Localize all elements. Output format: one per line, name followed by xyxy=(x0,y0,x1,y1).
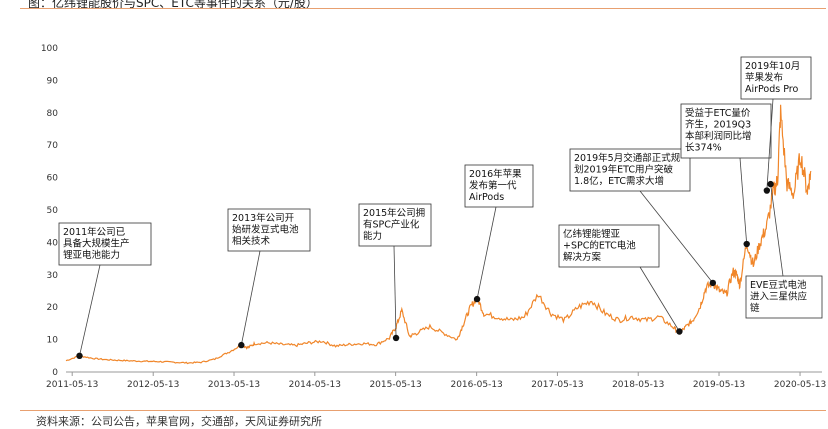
callout-text-line: 2015年公司拥 xyxy=(363,207,425,219)
y-tick-label: 70 xyxy=(47,141,59,151)
callout-box xyxy=(745,275,823,319)
series-layer xyxy=(65,104,812,365)
axis-layer: 0 10 20 30 40 50 60 70 80 90 100 2011-05-13 2012-05-… xyxy=(41,44,826,390)
bottom-rule xyxy=(20,410,826,411)
x-tick-label: 2012-05-13 xyxy=(127,380,179,390)
callout-box xyxy=(740,56,812,100)
callout-text-line: 进入三星供应 xyxy=(750,291,808,303)
y-tick-label: 60 xyxy=(47,174,59,184)
top-rule xyxy=(20,8,826,9)
callout-leader-line xyxy=(639,190,714,284)
callout-box xyxy=(680,103,772,159)
callout-text-line: +SPC的ETC电池 xyxy=(563,240,636,252)
callout-box xyxy=(358,203,432,247)
stock-price-chart: 0 10 20 30 40 50 60 70 80 90 100 2011-05-13 2012-05-… xyxy=(41,44,826,390)
callout-text-line: 2016年苹果 xyxy=(469,168,522,180)
callout-marker xyxy=(743,240,750,248)
callout-text-line: 2019年10月 xyxy=(745,60,800,72)
y-tick-label: 80 xyxy=(47,109,59,119)
y-tick-label: 10 xyxy=(47,336,59,346)
y-tick-label: 50 xyxy=(47,206,59,216)
callout-text-line: 能力 xyxy=(363,230,382,242)
callout-text-line: AirPods xyxy=(469,192,504,203)
callout-text-line: 受益于ETC量价 xyxy=(685,107,751,119)
callout-text-line: 长374% xyxy=(685,142,722,154)
callout-box xyxy=(558,224,660,268)
callout-marker xyxy=(709,279,717,287)
y-tick-label: 20 xyxy=(47,303,59,313)
callout-leader-line xyxy=(766,98,774,191)
callout-box xyxy=(569,148,691,192)
callout-marker xyxy=(473,295,481,303)
callout-marker xyxy=(767,180,774,188)
callout-leader-line xyxy=(476,206,497,300)
callout-text-line: 2013年公司开 xyxy=(232,212,295,224)
callout-leader-line xyxy=(393,245,397,338)
callout-text-line: AirPods Pro xyxy=(745,84,799,95)
callout-text-line: 有SPC产业化 xyxy=(363,219,420,231)
callout-leader-line xyxy=(240,250,261,346)
series-line xyxy=(65,104,812,365)
x-tick-label: 2015-05-13 xyxy=(369,380,421,390)
callout-text-line: 2019年5月交通部正式规 xyxy=(574,152,681,164)
x-tick-label: 2018-05-13 xyxy=(612,380,664,390)
callout-leader-line xyxy=(739,157,748,245)
callout-marker xyxy=(763,187,771,194)
callout-box xyxy=(58,222,152,266)
callout-text-line: 齐生，2019Q3 xyxy=(685,119,751,131)
callout-text-line: 2011年公司已 xyxy=(63,226,126,238)
callout-text-line: 本部利润同比增 xyxy=(685,130,752,142)
x-tick-label: 2017-05-13 xyxy=(531,380,583,390)
callout-text-line: 亿纬锂能锂亚 xyxy=(563,228,621,240)
callout-text-line: 1.8亿，ETC需求大增 xyxy=(574,175,664,187)
callout-text-line: 发布第一代 xyxy=(469,180,517,192)
callout-box xyxy=(227,208,311,252)
x-tick-label: 2011-05-13 xyxy=(46,380,98,390)
y-tick-label: 0 xyxy=(52,368,58,378)
x-tick-label: 2014-05-13 xyxy=(289,380,341,390)
callout-marker xyxy=(76,352,83,359)
x-tick-label: 2016-05-13 xyxy=(450,380,502,390)
source-note: 资料来源：公司公告，苹果官网，交通部，天风证券研究所 xyxy=(36,415,322,428)
callout-text-line: 始研发豆式电池 xyxy=(232,224,299,236)
x-tick-label: 2013-05-13 xyxy=(208,380,260,390)
callout-text-line: 解决方案 xyxy=(563,251,602,263)
callout-text-line: 具备大规模生产 xyxy=(63,238,130,250)
x-tick-label: 2019-05-13 xyxy=(693,380,745,390)
callout-text-line: 相关技术 xyxy=(232,235,271,247)
callout-text-line: 划2019年ETC用户突破 xyxy=(574,164,674,176)
y-tick-label: 100 xyxy=(41,44,58,54)
x-tick-label: 2020-05-13 xyxy=(774,380,826,390)
callout-leader-line xyxy=(770,184,784,277)
callout-leader-line xyxy=(639,266,680,332)
callout-text-line: 锂亚电池能力 xyxy=(63,249,120,261)
callout-text-line: EVE豆式电池 xyxy=(750,279,807,291)
y-tick-label: 30 xyxy=(47,271,59,281)
callout-text-line: 苹果发布 xyxy=(745,72,783,84)
figure-title: 图：亿纬锂能股价与SPC、ETC等事件的关系（元/股） xyxy=(28,0,318,8)
callout-text-line: 链 xyxy=(750,302,760,314)
callout-marker xyxy=(392,334,400,342)
callout-box xyxy=(464,164,534,208)
callout-marker xyxy=(676,328,683,335)
callout-marker xyxy=(238,341,245,349)
y-tick-label: 90 xyxy=(47,76,59,86)
y-tick-label: 40 xyxy=(47,238,59,248)
callout-leader-line xyxy=(79,264,101,356)
